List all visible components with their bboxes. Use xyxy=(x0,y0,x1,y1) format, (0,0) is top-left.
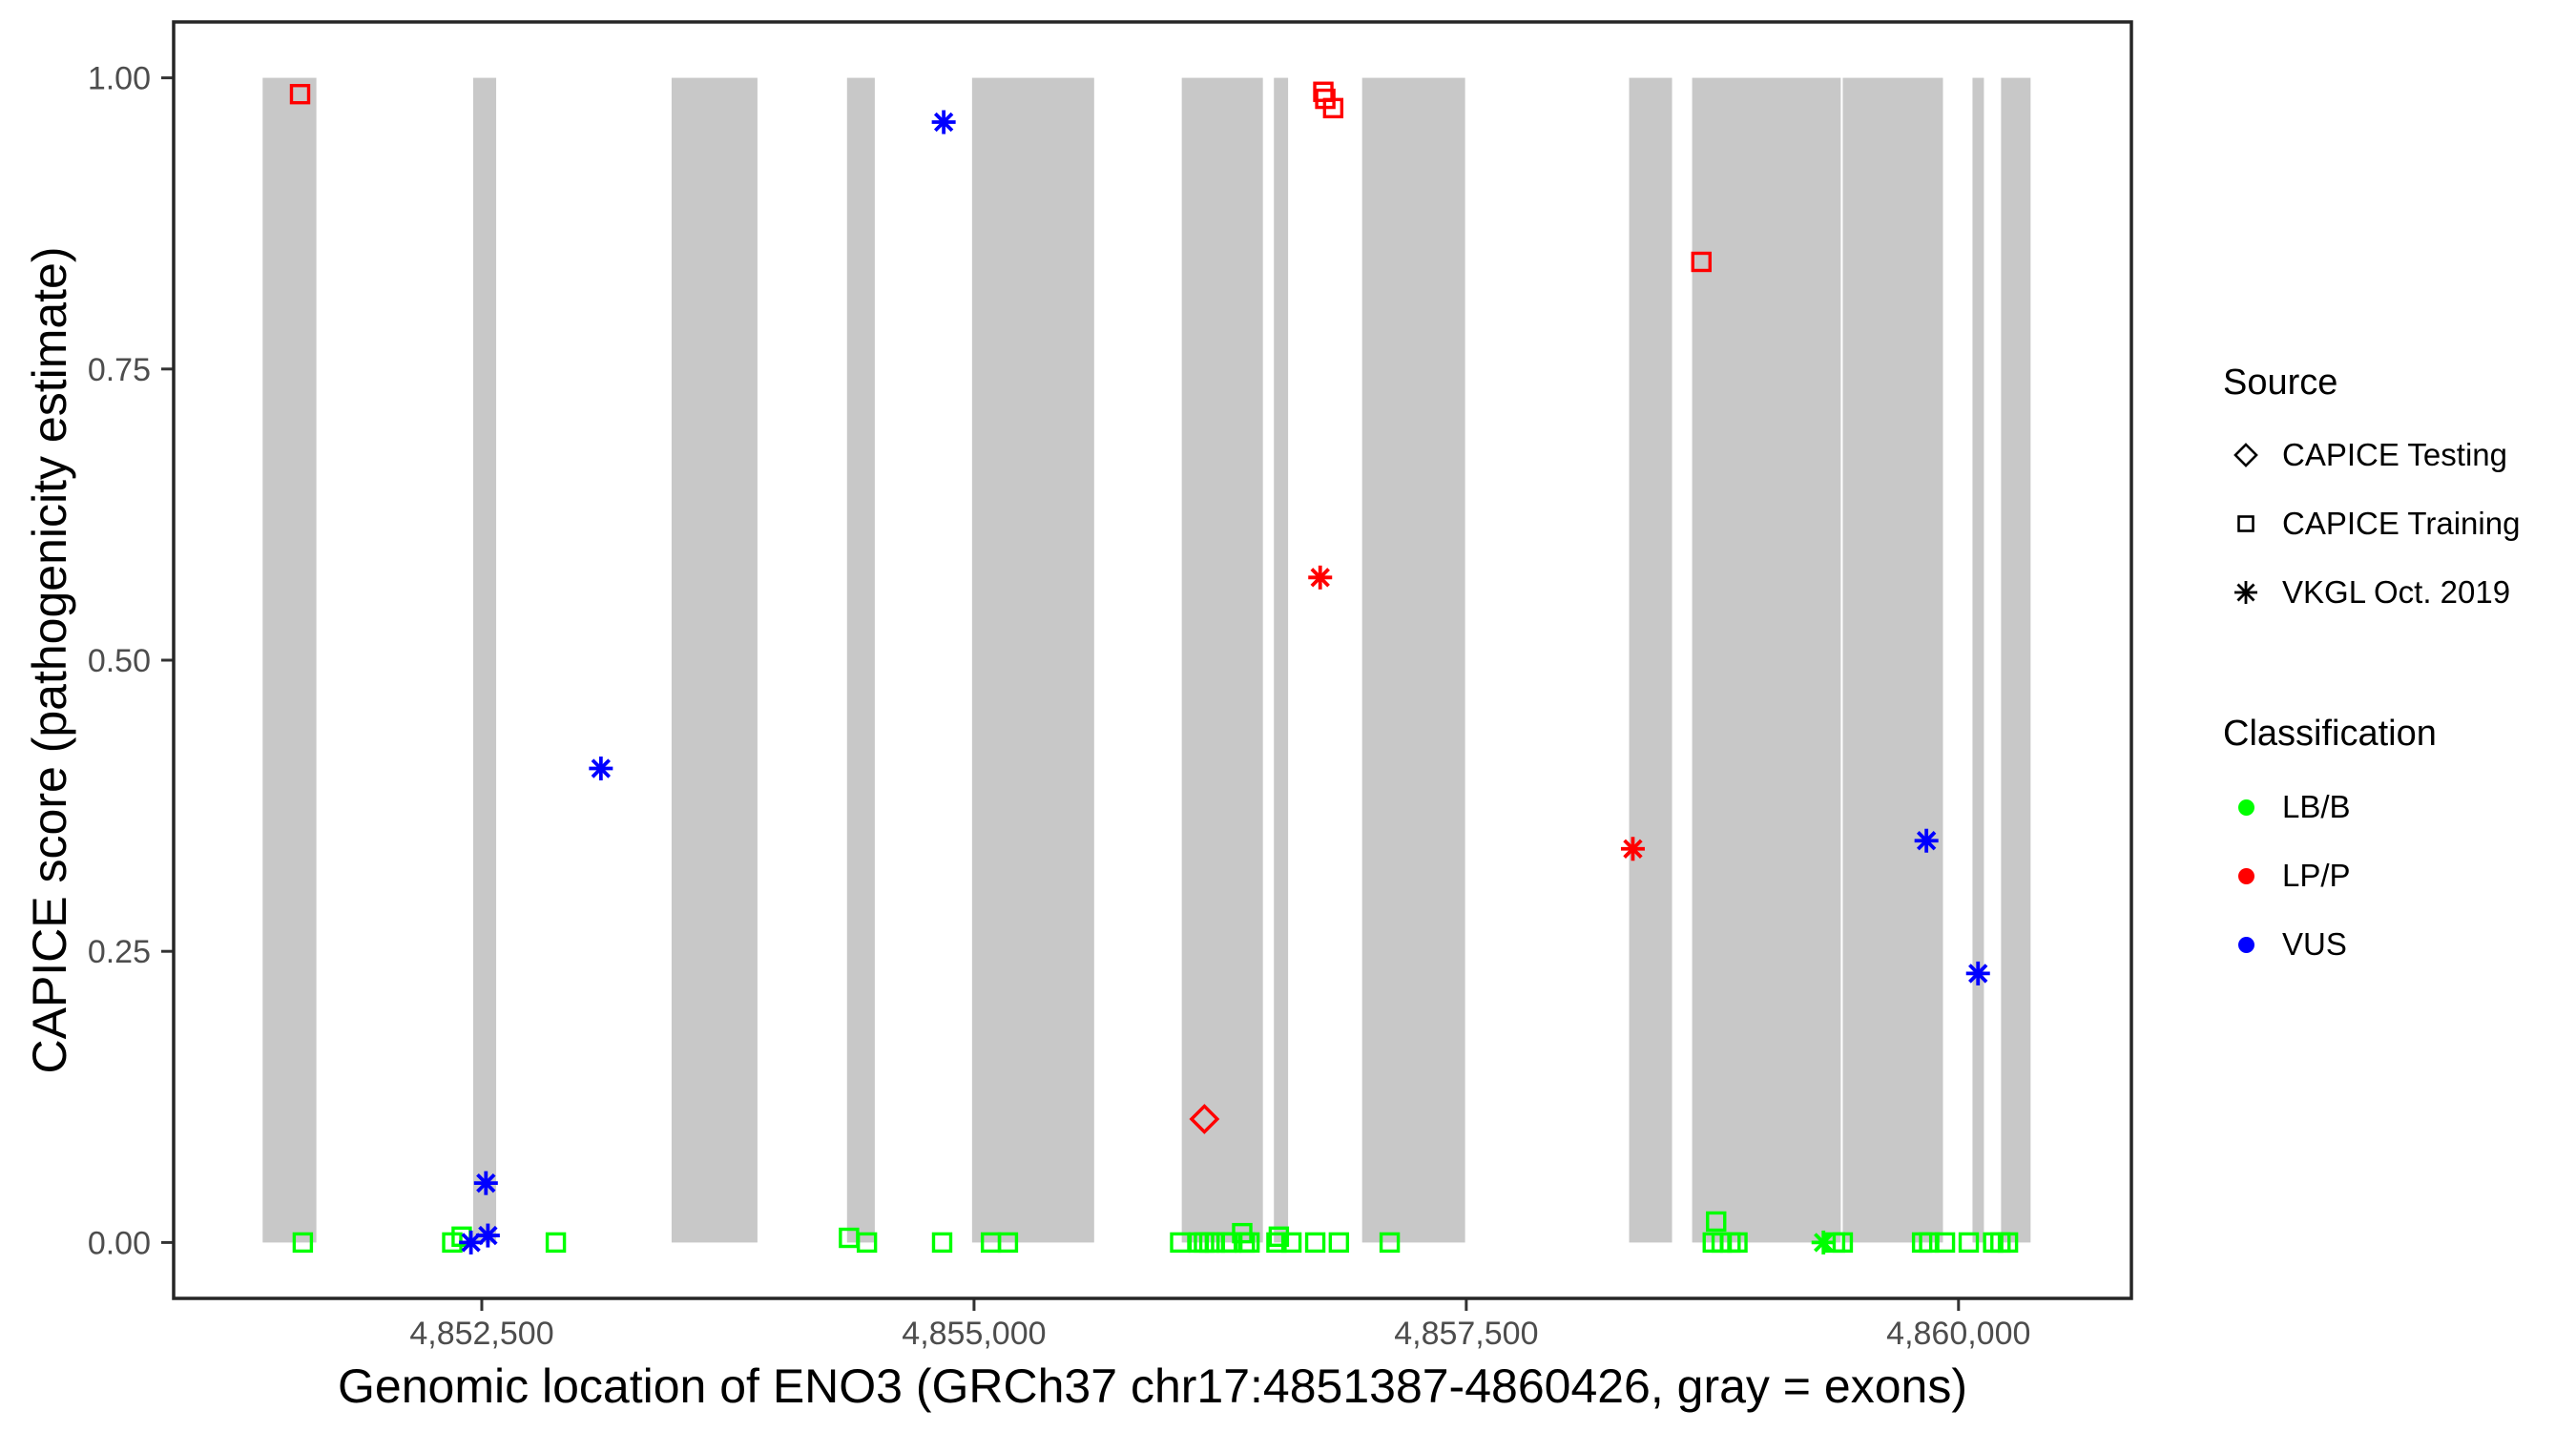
legend-item-label: LB/B xyxy=(2282,789,2351,824)
exon-band xyxy=(1692,77,1841,1243)
legend-source-title: Source xyxy=(2223,363,2338,403)
legend-classification-title: Classification xyxy=(2223,714,2437,754)
data-point-asterisk xyxy=(1811,1230,1836,1255)
data-point-square xyxy=(289,83,311,105)
data-point-square xyxy=(1934,1232,1956,1254)
data-point-square xyxy=(931,1232,953,1254)
data-point-asterisk xyxy=(1965,961,1990,985)
data-point-square xyxy=(1958,1232,1980,1254)
data-point-square xyxy=(1280,1232,1302,1254)
x-tick-label: 4,855,000 xyxy=(902,1316,1046,1352)
data-point-diamond xyxy=(1189,1104,1220,1134)
exon-band xyxy=(1274,77,1289,1243)
data-point-asterisk xyxy=(475,1223,500,1248)
data-point-asterisk xyxy=(1308,565,1333,590)
exon-band xyxy=(1972,77,1984,1243)
exon-band xyxy=(472,77,497,1243)
exon-band xyxy=(971,77,1094,1243)
data-point-asterisk xyxy=(931,110,956,135)
legend-item-capice-training: CAPICE Training xyxy=(2223,501,2520,547)
legend-item-label: CAPICE Training xyxy=(2282,506,2521,541)
diamond-icon xyxy=(2223,432,2269,478)
x-tick-label: 4,852,500 xyxy=(409,1316,553,1352)
y-tick-label: 1.00 xyxy=(88,61,151,97)
data-point-asterisk xyxy=(1620,837,1645,861)
data-point-square xyxy=(545,1232,567,1254)
legend-item-vkgl: VKGL Oct. 2019 xyxy=(2223,570,2510,615)
exon-band xyxy=(1842,77,1943,1243)
data-point-square xyxy=(1266,1232,1287,1254)
exon-band xyxy=(1181,77,1263,1243)
legend: Source CAPICE Testing CAPICE Training xyxy=(2223,0,2566,1431)
data-point-square xyxy=(1304,1232,1326,1254)
data-point-asterisk xyxy=(1914,828,1939,853)
data-point-square xyxy=(292,1232,314,1254)
exon-band xyxy=(2001,77,2031,1243)
y-tick-label: 0.50 xyxy=(88,643,151,679)
data-point-asterisk xyxy=(473,1171,498,1195)
data-point-square xyxy=(1238,1232,1260,1254)
asterisk-icon xyxy=(2223,570,2269,615)
vus-dot-icon xyxy=(2223,922,2269,967)
exon-band xyxy=(671,77,758,1243)
exon-band xyxy=(846,77,875,1243)
y-tick-label: 0.25 xyxy=(88,934,151,970)
legend-item-capice-testing: CAPICE Testing xyxy=(2223,432,2507,478)
data-point-asterisk xyxy=(589,757,613,781)
legend-item-label: VUS xyxy=(2282,926,2347,962)
y-tick-label: 0.00 xyxy=(88,1225,151,1261)
exon-band xyxy=(1361,77,1465,1243)
legend-item-vus: VUS xyxy=(2223,922,2347,967)
data-point-square xyxy=(1322,97,1344,119)
x-axis-title: Genomic location of ENO3 (GRCh37 chr17:4… xyxy=(338,1359,1967,1413)
square-icon xyxy=(2223,501,2269,547)
data-point-square xyxy=(1379,1232,1401,1254)
data-point-square xyxy=(1727,1232,1748,1254)
y-tick-label: 0.75 xyxy=(88,352,151,388)
data-point-square xyxy=(1691,251,1712,273)
y-axis-title: CAPICE score (pathogenicity estimate) xyxy=(23,246,76,1074)
legend-item-label: LP/P xyxy=(2282,858,2351,893)
lbb-dot-icon xyxy=(2223,784,2269,830)
x-tick-label: 4,857,500 xyxy=(1394,1316,1538,1352)
legend-item-lbb: LB/B xyxy=(2223,784,2351,830)
legend-item-label: VKGL Oct. 2019 xyxy=(2282,574,2511,610)
legend-item-label: CAPICE Testing xyxy=(2282,437,2507,472)
exon-band xyxy=(262,77,317,1243)
data-point-square xyxy=(1997,1232,2019,1254)
data-point-square xyxy=(1706,1211,1727,1233)
panel-border xyxy=(172,20,2133,1300)
x-tick-label: 4,860,000 xyxy=(1886,1316,2030,1352)
data-point-square xyxy=(997,1232,1019,1254)
legend-item-lpp: LP/P xyxy=(2223,853,2351,899)
data-point-square xyxy=(856,1232,878,1254)
lpp-dot-icon xyxy=(2223,853,2269,899)
data-point-square xyxy=(1268,1226,1290,1247)
exon-band xyxy=(1629,77,1672,1243)
data-point-square xyxy=(1328,1232,1350,1254)
